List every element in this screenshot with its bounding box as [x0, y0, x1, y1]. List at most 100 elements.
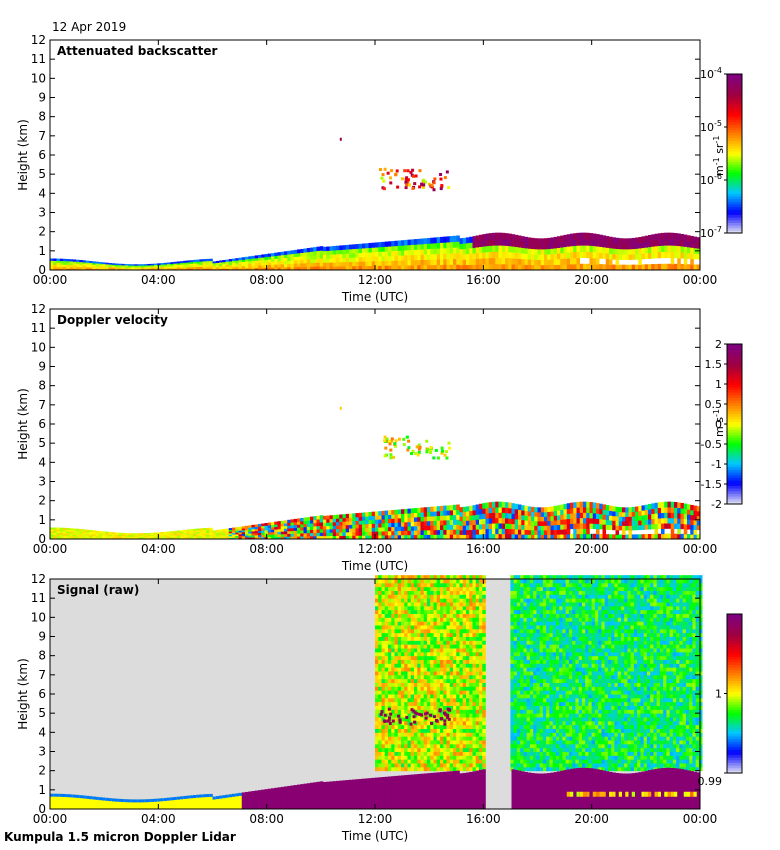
colorbar-segment [727, 725, 742, 729]
colorbar-tick-label: -0.5 [701, 438, 722, 451]
colorbar-tick-label: 1 [715, 378, 722, 391]
y-tick-label: 7 [38, 129, 46, 143]
colorbar-segment [727, 156, 742, 160]
colorbar-segment [727, 770, 742, 774]
colorbar-segment [727, 749, 742, 753]
colorbar-segment [727, 108, 742, 112]
colorbar-segment [727, 164, 742, 168]
colorbar-segment [727, 456, 742, 460]
colorbar-segment [727, 225, 742, 229]
colorbar-segment [727, 405, 742, 409]
y-tick-label: 1 [38, 244, 46, 258]
colorbar-segment [727, 656, 742, 660]
colorbar-segment [727, 667, 742, 671]
colorbar-segment [727, 97, 742, 102]
y-tick-label: 8 [38, 379, 46, 393]
colorbar-segment [727, 230, 742, 234]
x-tick-label: 00:00 [683, 273, 718, 287]
x-tick-label: 04:00 [141, 273, 176, 287]
colorbar-segment [727, 180, 742, 184]
colorbar-segment [727, 461, 742, 465]
colorbar-segment [727, 440, 742, 444]
colorbar-tick-label: -1 [711, 458, 722, 471]
colorbar-segment [727, 741, 742, 745]
y-tick-label: 0 [38, 802, 46, 816]
colorbar-segment [727, 203, 742, 208]
colorbar-segment [727, 458, 742, 462]
colorbar-segment [727, 735, 742, 740]
y-tick-label: 11 [31, 321, 46, 335]
x-tick-label: 04:00 [141, 542, 176, 556]
colorbar-segment [727, 76, 742, 80]
colorbar-segment [727, 659, 742, 663]
x-tick-label: 20:00 [574, 273, 609, 287]
y-axis-label: Height (km) [16, 658, 30, 729]
colorbar-segment [727, 413, 742, 417]
y-tick-label: 6 [38, 417, 46, 431]
colorbar-segment [727, 690, 742, 695]
colorbar-tick-label: 10-6 [700, 172, 722, 187]
colorbar-segment [727, 722, 742, 726]
colorbar-segment [727, 621, 742, 626]
y-tick-label: 0 [38, 263, 46, 277]
y-tick-label: 4 [38, 186, 46, 200]
colorbar-segment [727, 95, 742, 99]
colorbar-segment [727, 496, 742, 500]
colorbar-segment [727, 437, 742, 441]
colorbar-segment [727, 209, 742, 213]
colorbar-segment [727, 190, 742, 194]
panel-title: Signal (raw) [57, 583, 139, 597]
colorbar-segment [727, 643, 742, 647]
colorbar-segment [727, 150, 742, 155]
colorbar-segment [727, 688, 742, 692]
colorbar-segment [727, 129, 742, 133]
colorbar-segment [727, 477, 742, 481]
date-label: 12 Apr 2019 [52, 20, 127, 34]
y-tick-label: 2 [38, 494, 46, 508]
colorbar-segment [727, 357, 742, 361]
colorbar-segment [727, 714, 742, 718]
y-tick-label: 9 [38, 630, 46, 644]
colorbar-segment [727, 132, 742, 136]
colorbar-segment [727, 92, 742, 96]
y-axis-label: Height (km) [16, 388, 30, 459]
colorbar-segment [727, 172, 742, 176]
colorbar-segment [727, 698, 742, 703]
colorbar-segment [727, 222, 742, 226]
colorbar-segment [727, 349, 742, 353]
colorbar-segment [727, 746, 742, 750]
y-tick-label: 9 [38, 91, 46, 105]
y-tick-label: 10 [31, 610, 46, 624]
colorbar-segment [727, 464, 742, 468]
colorbar-tick-label: 10-5 [700, 119, 722, 134]
x-tick-label: 16:00 [466, 812, 501, 826]
colorbar-segment [727, 434, 742, 438]
colorbar-segment [727, 445, 742, 449]
colorbar-segment [727, 418, 742, 422]
colorbar-segment [727, 645, 742, 650]
colorbar-segment [727, 219, 742, 223]
colorbar-segment [727, 450, 742, 454]
y-tick-label: 0 [38, 532, 46, 546]
colorbar-segment [727, 111, 742, 115]
colorbar-segment [727, 466, 742, 470]
colorbar-segment [727, 429, 742, 433]
colorbar-segment [727, 400, 742, 404]
y-tick-label: 8 [38, 649, 46, 663]
colorbar-segment [727, 386, 742, 390]
x-axis-label: Time (UTC) [341, 559, 408, 573]
colorbar-segment [727, 727, 742, 732]
colorbar-segment [727, 397, 742, 401]
colorbar-tick-label: -1.5 [701, 478, 722, 491]
colorbar-segment [727, 182, 742, 186]
colorbar-segment [727, 619, 742, 623]
colorbar-segment [727, 448, 742, 452]
y-tick-label: 3 [38, 206, 46, 220]
colorbar-segment [727, 632, 742, 636]
x-tick-label: 16:00 [466, 273, 501, 287]
x-tick-label: 04:00 [141, 812, 176, 826]
colorbar-segment [727, 759, 742, 763]
colorbar-frame [726, 73, 743, 234]
colorbar-segment [727, 661, 742, 665]
colorbar-segment [727, 635, 742, 639]
